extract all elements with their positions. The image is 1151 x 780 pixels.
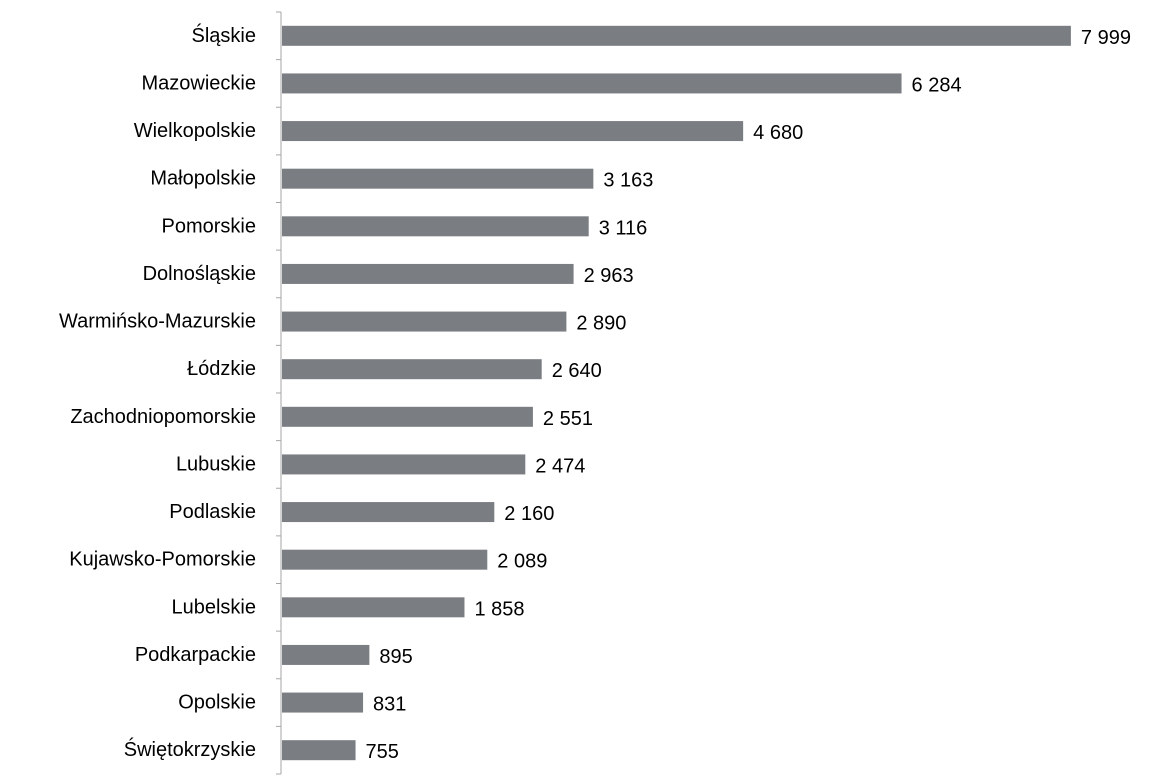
category-labels: Śląskie Mazowieckie Wielkopolskie Małopolsk… (59, 23, 256, 761)
data-label: 755 (366, 741, 399, 763)
axis-layer (276, 11, 282, 775)
value-labels: 7 999 6 284 4 680 3 163 3 116 2 963 2 890 2 640… (366, 27, 1131, 763)
bar (282, 73, 902, 94)
category-label: Lubuskie (176, 453, 256, 475)
category-label: Podkarpackie (135, 644, 256, 666)
data-label: 831 (373, 694, 406, 716)
category-label: Dolnośląskie (143, 263, 256, 285)
bar (282, 740, 356, 761)
data-label: 2 474 (535, 455, 585, 477)
data-label: 2 640 (552, 360, 602, 382)
category-label: Mazowieckie (142, 72, 256, 94)
bar (282, 454, 526, 475)
category-label: Świętokrzyskie (124, 737, 256, 761)
data-label: 3 163 (603, 170, 653, 192)
data-label: 1 858 (474, 598, 524, 620)
data-label: 2 963 (584, 265, 634, 287)
bar (282, 168, 594, 189)
category-label: Warmińsko-Mazurskie (59, 311, 256, 333)
data-label: 895 (379, 646, 412, 668)
bar (282, 406, 533, 427)
bar (282, 121, 744, 142)
bars-layer (282, 25, 1071, 761)
bar (282, 549, 488, 570)
category-label: Łódzkie (187, 358, 256, 380)
category-label: Lubelskie (171, 596, 256, 618)
data-label: 4 680 (753, 122, 803, 144)
category-label: Opolskie (178, 692, 256, 714)
category-label: Podlaskie (169, 501, 256, 523)
bar (282, 216, 589, 237)
category-label: Wielkopolskie (134, 120, 256, 142)
bar (282, 597, 465, 618)
data-label: 2 551 (543, 408, 593, 430)
category-label: Śląskie (192, 23, 256, 47)
bar (282, 311, 567, 332)
data-label: 2 089 (497, 551, 547, 573)
bar (282, 359, 542, 380)
data-label: 2 160 (504, 503, 554, 525)
category-label: Zachodniopomorskie (70, 406, 256, 428)
category-label: Kujawsko-Pomorskie (69, 549, 256, 571)
bar (282, 25, 1071, 46)
data-label: 2 890 (576, 313, 626, 335)
bar (282, 644, 370, 665)
data-label: 3 116 (599, 217, 648, 239)
bar (282, 502, 495, 523)
bar (282, 692, 364, 713)
category-label: Małopolskie (150, 168, 256, 190)
category-label: Pomorskie (162, 215, 256, 237)
bar (282, 263, 574, 284)
data-label: 6 284 (912, 74, 962, 96)
data-label: 7 999 (1081, 27, 1131, 49)
